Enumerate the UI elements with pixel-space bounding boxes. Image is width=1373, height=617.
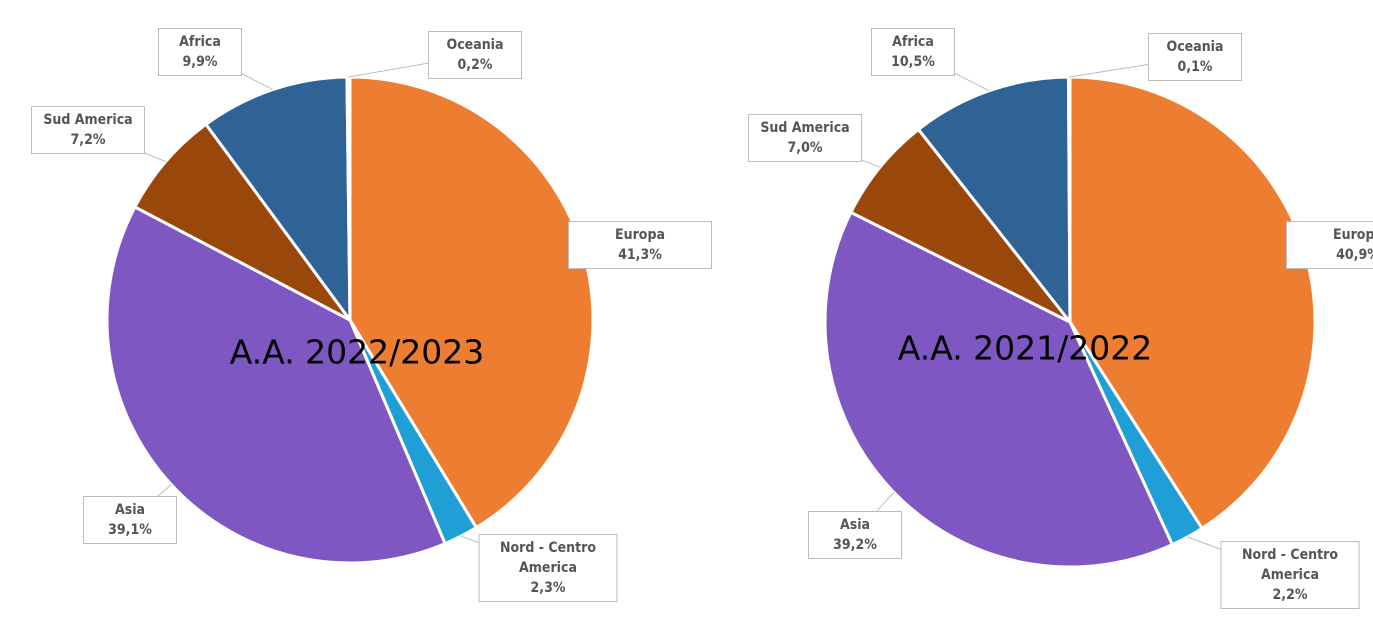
category-name: Nord - Centro America	[499, 540, 597, 576]
pie-slice	[132, 122, 352, 322]
value-label: 2,3%	[530, 580, 566, 596]
value-label: 0,2%	[457, 57, 493, 73]
data-label: Oceania 0,1%	[1148, 33, 1242, 81]
category-name: Sud America	[43, 112, 133, 128]
category-name: Sud America	[760, 120, 850, 136]
value-label: 41,3%	[618, 247, 662, 263]
category-name: Nord - Centro America	[1241, 547, 1339, 583]
chart-title: A.A. 2022/2023	[229, 332, 485, 372]
data-label: Europa 41,3%	[568, 221, 712, 269]
value-label: 39,1%	[108, 522, 152, 538]
data-label: Nord - Centro America 2,3%	[478, 534, 618, 602]
value-label: 7,0%	[787, 140, 823, 156]
category-name: Asia	[839, 517, 871, 533]
value-label: 0,1%	[1177, 59, 1213, 75]
category-name: Africa	[179, 34, 221, 50]
data-label: Africa 10,5%	[871, 28, 955, 76]
pie-slice	[105, 204, 448, 565]
value-label: 7,2%	[70, 132, 106, 148]
value-label: 2,2%	[1272, 587, 1308, 603]
value-label: 10,5%	[891, 54, 935, 70]
category-name: Europa	[1333, 227, 1373, 243]
data-label: Sud America 7,0%	[748, 114, 862, 162]
data-label: Oceania 0,2%	[428, 31, 522, 79]
pie-slice	[916, 75, 1072, 327]
chart-title: A.A. 2021/2022	[897, 328, 1153, 368]
data-label: Nord - Centro America 2,2%	[1220, 541, 1360, 609]
value-label: 9,9%	[182, 54, 218, 70]
category-name: Africa	[892, 34, 934, 50]
category-name: Oceania	[1166, 39, 1224, 55]
data-label: Asia 39,2%	[808, 511, 902, 559]
data-label: Africa 9,9%	[158, 28, 242, 76]
data-label: Asia 39,1%	[83, 496, 177, 544]
pie-slice	[823, 210, 1175, 569]
value-label: 40,9%	[1336, 247, 1373, 263]
pie-slice	[1066, 75, 1072, 323]
category-name: Europa	[615, 227, 665, 243]
data-label: Sud America 7,2%	[31, 106, 145, 154]
data-label: Europa 40,9%	[1286, 221, 1373, 269]
category-name: Oceania	[446, 37, 504, 53]
value-label: 39,2%	[833, 537, 877, 553]
category-name: Asia	[114, 502, 146, 518]
pie-slice	[848, 127, 1072, 324]
